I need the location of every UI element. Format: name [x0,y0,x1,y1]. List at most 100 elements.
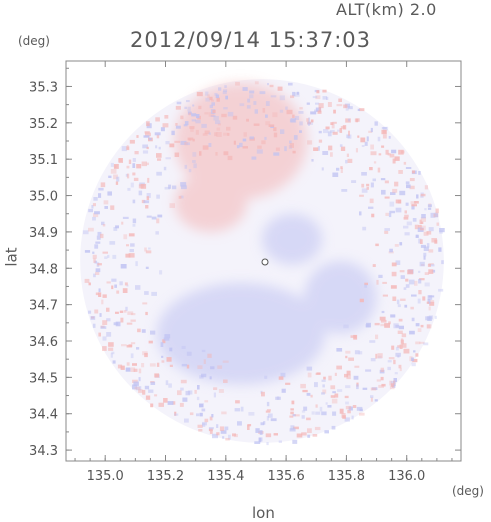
speckle-cell [90,316,96,320]
speckle-cell [126,244,129,247]
speckle-cell [132,218,137,224]
speckle-cell [328,145,333,151]
speckle-cell [292,414,296,417]
speckle-cell [185,390,191,396]
speckle-cell [306,392,311,396]
speckle-cell [355,118,358,123]
speckle-cell [315,107,321,112]
speckle-cell [315,411,321,415]
negative-region [156,282,326,385]
speckle-cell [126,165,130,169]
speckle-cell [419,239,423,244]
speckle-cell [135,285,141,290]
speckle-cell [171,130,175,136]
speckle-cell [336,348,343,352]
speckle-cell [419,261,425,267]
speckle-cell [273,152,280,156]
speckle-cell [209,104,213,109]
speckle-cell [128,344,133,347]
speckle-cell [359,211,362,216]
speckle-cell [184,106,187,109]
speckle-cell [307,121,312,125]
speckle-cell [389,385,395,390]
speckle-cell [414,201,419,204]
speckle-cell [418,225,422,229]
speckle-cell [259,430,263,435]
speckle-cell [319,406,323,412]
speckle-cell [214,93,218,96]
speckle-cell [302,389,308,393]
speckle-cell [202,421,207,426]
speckle-cell [330,395,336,398]
speckle-cell [138,190,143,196]
speckle-cell [289,140,292,144]
speckle-cell [389,248,393,253]
speckle-cell [146,146,149,150]
speckle-cell [208,427,214,430]
speckle-cell [121,146,127,152]
speckle-cell [156,194,160,199]
speckle-cell [201,349,206,353]
speckle-cell [419,341,425,344]
speckle-cell [232,115,238,120]
speckle-cell [361,172,367,176]
speckle-cell [435,208,439,214]
speckle-cell [174,140,181,143]
speckle-cell [224,85,227,89]
speckle-cell [348,118,351,122]
speckle-cell [299,107,303,110]
speckle-cell [422,296,426,301]
speckle-cell [183,124,188,127]
speckle-cell [371,213,375,218]
speckle-cell [404,304,408,308]
altitude-label: ALT(km) 2.0 [336,0,437,19]
speckle-cell [434,239,438,244]
y-tick-label: 35.0 [29,190,58,205]
speckle-cell [272,112,278,118]
speckle-cell [393,359,396,365]
speckle-cell [418,270,421,273]
speckle-cell [237,421,242,426]
speckle-cell [375,243,379,247]
speckle-cell [324,430,329,434]
speckle-cell [126,146,130,151]
negative-region [304,261,377,334]
speckle-cell [156,362,160,367]
speckle-cell [136,347,140,350]
speckle-cell [253,101,257,105]
speckle-cell [394,181,399,187]
speckle-cell [169,347,173,352]
speckle-cell [303,406,308,411]
speckle-cell [276,396,280,400]
speckle-cell [409,185,415,190]
speckle-cell [97,231,102,236]
speckle-cell [163,398,168,403]
speckle-cell [111,285,114,290]
speckle-cell [223,151,229,156]
speckle-cell [214,132,218,137]
speckle-cell [397,199,402,204]
speckle-cell [82,230,89,235]
speckle-cell [174,413,179,416]
speckle-cell [314,382,318,388]
lon-unit-label: (deg) [452,484,484,498]
speckle-cell [91,205,94,209]
speckle-cell [217,123,221,126]
speckle-cell [102,224,106,227]
speckle-cell [204,130,210,135]
speckle-cell [310,111,317,115]
speckle-cell [405,278,409,282]
speckle-cell [426,243,430,248]
speckle-cell [249,94,254,99]
speckle-cell [96,235,101,240]
speckle-cell [208,112,215,117]
speckle-cell [409,356,413,362]
speckle-cell [380,367,384,372]
speckle-cell [353,334,358,340]
speckle-cell [409,330,415,335]
speckle-cell [104,256,108,259]
speckle-cell [299,130,302,133]
speckle-cell [189,412,194,416]
speckle-cell [292,114,295,118]
speckle-cell [392,296,397,301]
